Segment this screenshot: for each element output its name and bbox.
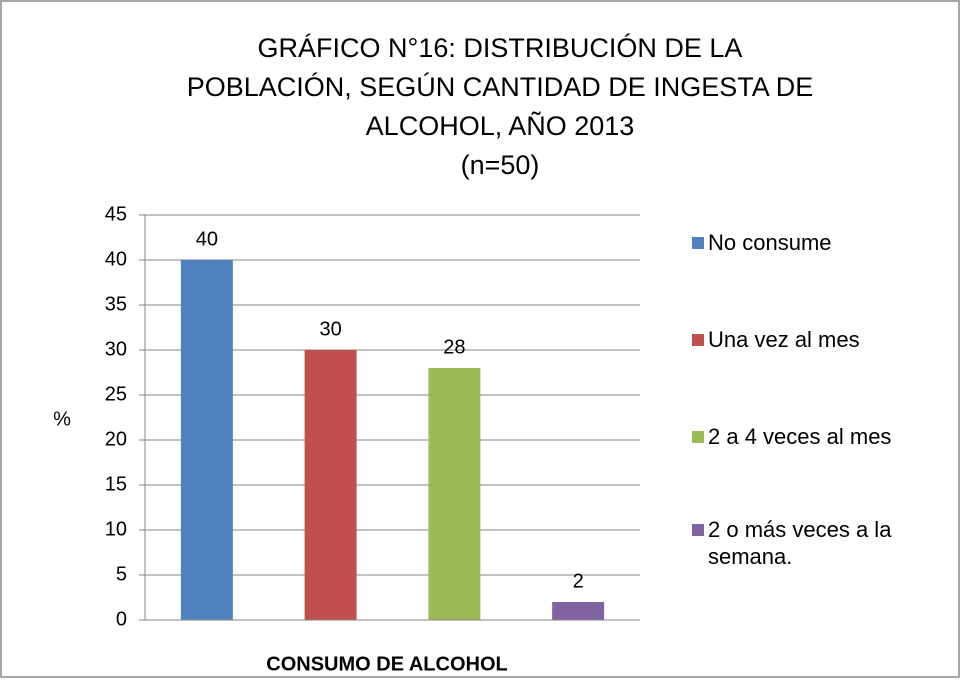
legend-label: Una vez al mes	[708, 327, 860, 352]
x-axis-label: CONSUMO DE ALCOHOL	[266, 653, 507, 675]
legend-label: 2 a 4 veces al mes	[708, 424, 892, 449]
legend-swatch	[692, 237, 704, 249]
bar	[304, 350, 357, 620]
y-tick-label: 15	[105, 473, 127, 495]
chart-title: (n=50)	[461, 150, 540, 180]
legend-item: 2 o más veces a la semana.	[692, 516, 957, 570]
legend-label: No consume	[708, 230, 832, 255]
y-tick-label: 40	[105, 248, 127, 270]
chart-title: ALCOHOL, AÑO 2013	[366, 110, 635, 141]
legend-item: Una vez al mes	[692, 326, 957, 353]
y-tick-label: 30	[105, 338, 127, 360]
legend-swatch	[692, 431, 704, 443]
chart-title: GRÁFICO N°16: DISTRIBUCIÓN DE LA	[258, 32, 743, 63]
bar	[180, 260, 233, 620]
y-tick-label: 45	[105, 203, 127, 225]
y-tick-label: 20	[105, 428, 127, 450]
data-label: 40	[196, 228, 218, 250]
chart-title: POBLACIÓN, SEGÚN CANTIDAD DE INGESTA DE	[187, 71, 814, 102]
data-label: 28	[443, 336, 465, 358]
legend-item: No consume	[692, 229, 957, 256]
y-tick-label: 25	[105, 383, 127, 405]
legend-label: 2 o más veces a la semana.	[708, 517, 892, 569]
data-label: 2	[573, 570, 584, 592]
y-tick-label: 5	[116, 563, 127, 585]
bar	[428, 368, 481, 620]
legend-swatch	[692, 524, 704, 536]
legend-item: 2 a 4 veces al mes	[692, 423, 957, 450]
y-tick-label: 35	[105, 293, 127, 315]
legend-swatch	[692, 334, 704, 346]
data-label: 30	[320, 318, 342, 340]
y-axis-label: %	[53, 408, 71, 430]
y-tick-label: 0	[116, 608, 127, 630]
y-tick-label: 10	[105, 518, 127, 540]
bar	[552, 602, 605, 620]
